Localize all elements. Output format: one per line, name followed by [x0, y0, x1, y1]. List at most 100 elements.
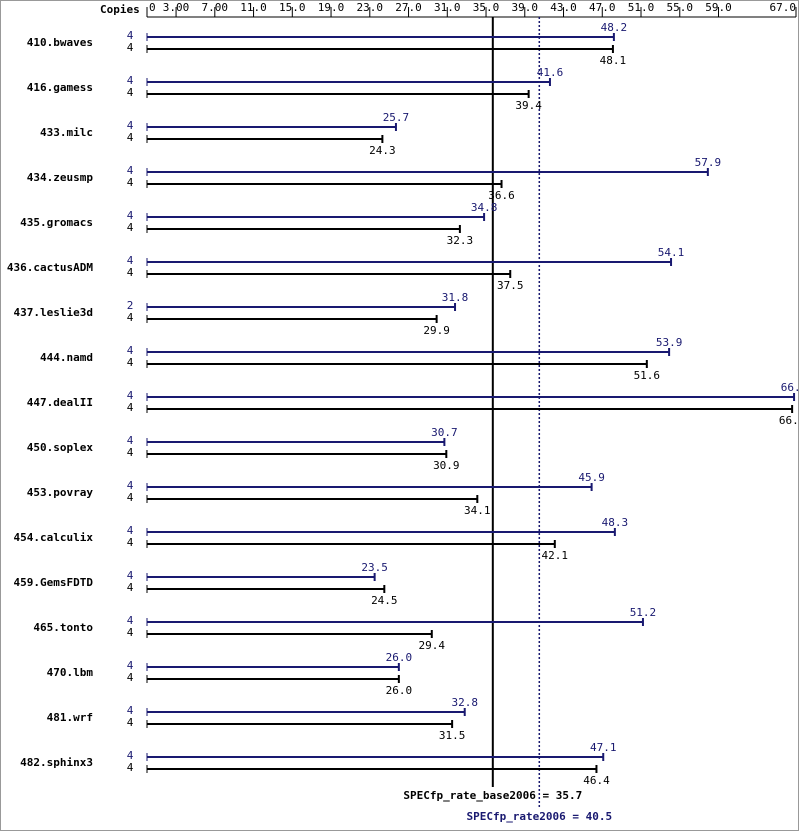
copies: 4 — [127, 761, 134, 774]
value-label: 46.4 — [583, 774, 610, 787]
category-label: 437.leslie3d — [14, 306, 93, 319]
category-label: 465.tonto — [33, 621, 93, 634]
x-tick-label: 59.0 — [705, 1, 732, 14]
copies: 4 — [127, 356, 134, 369]
value-label: 57.9 — [695, 156, 722, 169]
value-label: 29.9 — [423, 324, 450, 337]
value-label: 30.7 — [431, 426, 458, 439]
x-tick-label: 35.0 — [473, 1, 500, 14]
value-label: 36.6 — [488, 189, 515, 202]
value-label: 24.5 — [371, 594, 398, 607]
x-tick-label: 39.0 — [512, 1, 539, 14]
x-tick-label: 67.0 — [770, 1, 797, 14]
x-tick-label: 19.0 — [318, 1, 345, 14]
category-label: 435.gromacs — [20, 216, 93, 229]
copies: 2 — [127, 299, 134, 312]
value-label: 31.5 — [439, 729, 466, 742]
value-label: 39.4 — [515, 99, 542, 112]
copies: 4 — [127, 614, 134, 627]
value-label: 32.3 — [447, 234, 474, 247]
value-label: 26.0 — [386, 684, 413, 697]
value-label: 48.3 — [602, 516, 629, 529]
copies: 4 — [127, 29, 134, 42]
copies: 4 — [127, 389, 134, 402]
category-label: 450.soplex — [27, 441, 94, 454]
category-label: 447.dealII — [27, 396, 93, 409]
x-tick-label: 23.0 — [357, 1, 384, 14]
value-label: 66.6 — [779, 414, 799, 427]
copies: 4 — [127, 671, 134, 684]
copies: 4 — [127, 434, 134, 447]
copies: 4 — [127, 74, 134, 87]
value-label: 45.9 — [578, 471, 605, 484]
copies: 4 — [127, 749, 134, 762]
category-label: 444.namd — [40, 351, 93, 364]
value-label: 51.6 — [634, 369, 661, 382]
copies: 4 — [127, 491, 134, 504]
value-label: 54.1 — [658, 246, 685, 259]
copies: 4 — [127, 176, 134, 189]
copies: 4 — [127, 479, 134, 492]
x-tick-label: 11.0 — [240, 1, 267, 14]
copies: 4 — [127, 311, 134, 324]
copies: 4 — [127, 581, 134, 594]
category-label: 433.milc — [40, 126, 93, 139]
value-label: 53.9 — [656, 336, 683, 349]
value-label: 51.2 — [630, 606, 657, 619]
category-label: 481.wrf — [47, 711, 93, 724]
value-label: 23.5 — [361, 561, 388, 574]
copies: 4 — [127, 626, 134, 639]
value-label: 32.8 — [451, 696, 478, 709]
copies: 4 — [127, 659, 134, 672]
x-tick-label: 47.0 — [589, 1, 616, 14]
copies: 4 — [127, 716, 134, 729]
category-label: 416.gamess — [27, 81, 93, 94]
category-label: 410.bwaves — [27, 36, 93, 49]
copies: 4 — [127, 221, 134, 234]
x-tick-label: 43.0 — [550, 1, 577, 14]
reference-label: SPECfp_rate2006 = 40.5 — [466, 810, 612, 823]
value-label: 30.9 — [433, 459, 460, 472]
category-label: 482.sphinx3 — [20, 756, 93, 769]
value-label: 47.1 — [590, 741, 617, 754]
copies-header: Copies — [100, 3, 140, 16]
value-label: 41.6 — [537, 66, 564, 79]
copies: 4 — [127, 119, 134, 132]
copies: 4 — [127, 344, 134, 357]
category-label: 459.GemsFDTD — [14, 576, 94, 589]
copies: 4 — [127, 41, 134, 54]
reference-label: SPECfp_rate_base2006 = 35.7 — [403, 789, 582, 802]
x-tick-label: 3.00 — [163, 1, 190, 14]
value-label: 48.2 — [601, 21, 628, 34]
category-label: 470.lbm — [47, 666, 94, 679]
value-label: 37.5 — [497, 279, 524, 292]
x-tick-label: 15.0 — [279, 1, 306, 14]
category-label: 436.cactusADM — [7, 261, 93, 274]
value-label: 29.4 — [419, 639, 446, 652]
category-label: 454.calculix — [14, 531, 94, 544]
copies: 4 — [127, 266, 134, 279]
value-label: 34.8 — [471, 201, 498, 214]
category-label: 434.zeusmp — [27, 171, 94, 184]
value-label: 34.1 — [464, 504, 491, 517]
value-label: 31.8 — [442, 291, 469, 304]
copies: 4 — [127, 254, 134, 267]
x-tick-label: 0 — [149, 1, 156, 14]
value-label: 66.8 — [781, 381, 799, 394]
value-label: 48.1 — [600, 54, 627, 67]
x-tick-label: 31.0 — [434, 1, 461, 14]
value-label: 24.3 — [369, 144, 396, 157]
copies: 4 — [127, 131, 134, 144]
copies: 4 — [127, 401, 134, 414]
copies: 4 — [127, 704, 134, 717]
x-tick-label: 27.0 — [395, 1, 422, 14]
copies: 4 — [127, 164, 134, 177]
copies: 4 — [127, 209, 134, 222]
category-label: 453.povray — [27, 486, 94, 499]
copies: 4 — [127, 524, 134, 537]
copies: 4 — [127, 86, 134, 99]
value-label: 42.1 — [542, 549, 569, 562]
x-tick-label: 7.00 — [202, 1, 229, 14]
